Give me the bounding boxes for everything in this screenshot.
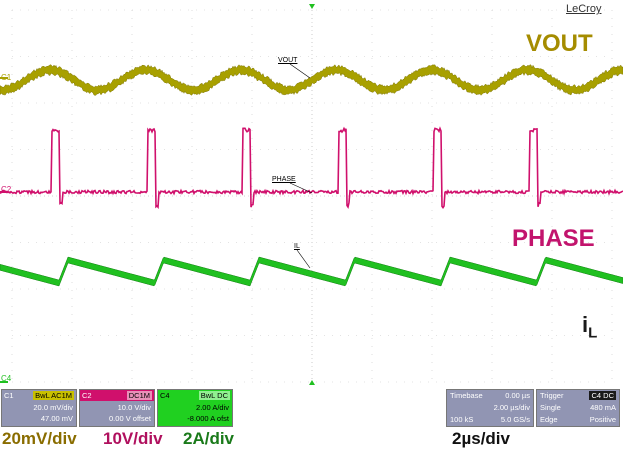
c4-panel[interactable]: C4 BwL DC 2.00 A/div -8.000 A ofst bbox=[157, 389, 233, 427]
c1-ground-marker[interactable]: C1 bbox=[1, 73, 11, 82]
phase-waveform bbox=[0, 128, 623, 207]
c1-panel-name: C1 bbox=[4, 391, 14, 400]
c2-ground-marker[interactable]: C2 bbox=[1, 185, 11, 194]
trigger-channel-badge: C4 DC bbox=[589, 391, 616, 400]
il-waveform bbox=[0, 257, 623, 286]
vout-label: VOUT bbox=[526, 30, 593, 58]
c4-ground-marker[interactable]: C4 bbox=[1, 374, 11, 383]
c2-panel[interactable]: C2 DC1M 10.0 V/div 0.00 V offset bbox=[79, 389, 155, 427]
il-label: iL bbox=[582, 312, 597, 341]
trigger-position-marker bbox=[309, 4, 315, 9]
c4-offset: -8.000 A ofst bbox=[187, 414, 229, 423]
c2-coupling-badge: DC1M bbox=[127, 391, 152, 400]
trigger-slope: Positive bbox=[590, 415, 616, 424]
timebase-delay: 0.00 µs bbox=[505, 391, 530, 400]
trigger-mode: Single bbox=[540, 403, 561, 412]
phase-trace-tag: PHASE bbox=[272, 176, 296, 183]
c1-scale-caption: 20mV/div bbox=[2, 429, 77, 449]
trigger-panel[interactable]: Trigger C4 DC Single 480 mA Edge Positiv… bbox=[536, 389, 620, 427]
c2-panel-name: C2 bbox=[82, 391, 92, 400]
timebase-panel[interactable]: Timebase 0.00 µs 2.00 µs/div 100 kS 5.0 … bbox=[446, 389, 534, 427]
phase-label: PHASE bbox=[512, 225, 595, 253]
c1-coupling-badge: BwL AC1M bbox=[33, 391, 74, 400]
il-tag-leader bbox=[297, 250, 310, 268]
c2-scale-caption: 10V/div bbox=[103, 429, 163, 449]
timebase-title: Timebase bbox=[450, 391, 483, 400]
c1-panel[interactable]: C1 BwL AC1M 20.0 mV/div 47.00 mV bbox=[1, 389, 77, 427]
trigger-level: 480 mA bbox=[590, 403, 616, 412]
timebase-samples: 100 kS bbox=[450, 415, 473, 424]
c4-coupling-badge: BwL DC bbox=[199, 391, 230, 400]
c1-offset: 47.00 mV bbox=[41, 414, 73, 423]
timebase-per-div: 2.00 µs/div bbox=[494, 403, 530, 412]
vout-tag-leader bbox=[290, 64, 310, 78]
trigger-type: Edge bbox=[540, 415, 558, 424]
c4-scale-caption: 2A/div bbox=[183, 429, 234, 449]
channel-panels: C1 BwL AC1M 20.0 mV/div 47.00 mV C2 DC1M… bbox=[0, 389, 623, 427]
il-trace-tag: IL bbox=[294, 243, 300, 250]
time-scale-caption: 2µs/div bbox=[452, 429, 510, 449]
trigger-time-marker bbox=[309, 380, 315, 385]
trigger-title: Trigger bbox=[540, 391, 563, 400]
c4-scale: 2.00 A/div bbox=[196, 403, 229, 412]
vout-waveform bbox=[0, 65, 623, 96]
brand-logo: LeCroy bbox=[566, 3, 601, 15]
oscilloscope-screen: LeCroy VOUT PHASE iL VOUT PHASE IL C1 C2… bbox=[0, 0, 623, 385]
vout-trace-tag: VOUT bbox=[278, 57, 297, 64]
c2-offset: 0.00 V offset bbox=[109, 414, 151, 423]
c4-panel-name: C4 bbox=[160, 391, 170, 400]
c2-scale: 10.0 V/div bbox=[118, 403, 151, 412]
c1-scale: 20.0 mV/div bbox=[33, 403, 73, 412]
timebase-rate: 5.0 GS/s bbox=[501, 415, 530, 424]
